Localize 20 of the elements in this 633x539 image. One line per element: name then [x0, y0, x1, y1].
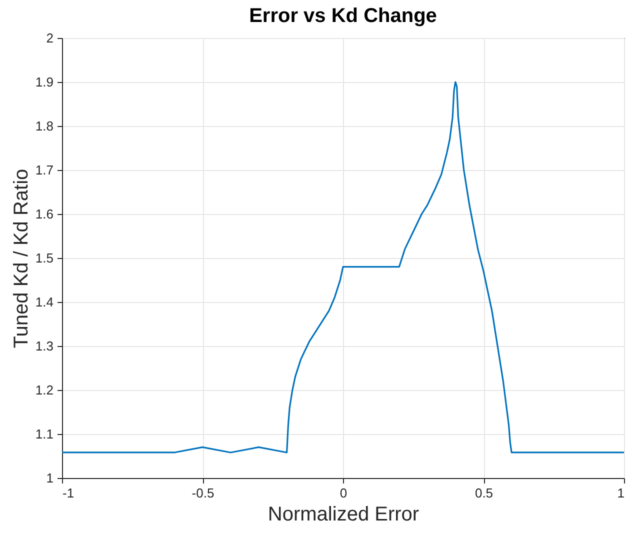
y-tick-label: 2 — [46, 30, 54, 46]
y-tick-label: 1.7 — [35, 162, 54, 178]
x-axis-title: Normalized Error — [268, 504, 420, 526]
x-tick-label: 0.5 — [474, 486, 494, 500]
y-tick-label: 1 — [46, 470, 54, 486]
y-tick-label: 1.9 — [35, 74, 54, 90]
line-series — [61, 81, 625, 454]
y-tick-label: 1.8 — [35, 118, 54, 134]
y-tick-label: 1.5 — [35, 250, 54, 266]
x-tick-label: 0 — [340, 486, 348, 500]
x-tick-label: 1 — [617, 486, 624, 500]
chart-title: Error vs Kd Change — [249, 5, 437, 27]
y-tick-label: 1.4 — [35, 294, 54, 310]
y-tick-label: 1.2 — [35, 382, 54, 398]
x-tick-label: -0.5 — [192, 486, 214, 500]
x-tick-label: -1 — [62, 486, 74, 500]
y-tick-label: 1.1 — [35, 426, 54, 442]
y-tick-label: 1.6 — [35, 206, 54, 222]
y-tick-label: 1.3 — [35, 338, 54, 354]
y-axis-title: Tuned Kd / Kd Ratio — [10, 168, 32, 348]
